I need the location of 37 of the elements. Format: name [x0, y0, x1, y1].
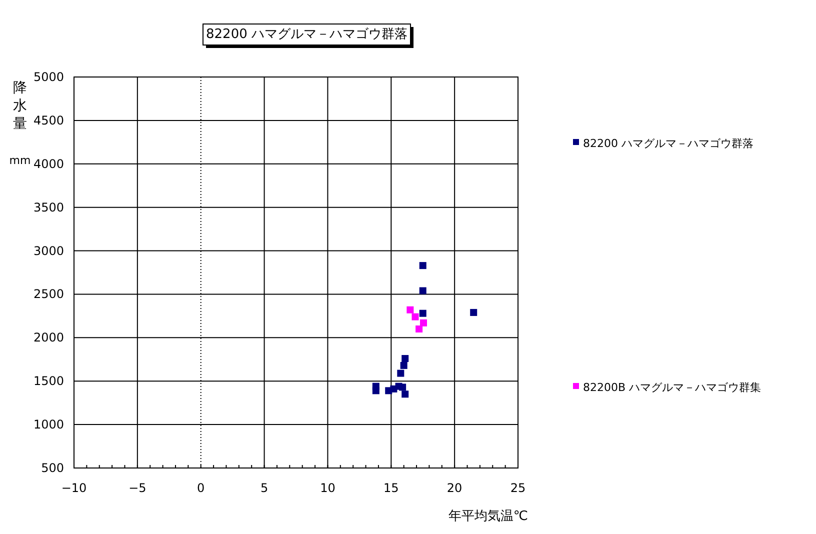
- x-tick-label: −5: [128, 481, 146, 495]
- y-tick-label: 3500: [33, 200, 64, 214]
- point: [402, 355, 409, 362]
- point: [420, 319, 427, 326]
- legend-label: 82200 ハマグルマ－ハマゴウ群落: [583, 137, 754, 150]
- x-tick-label: 0: [197, 481, 205, 495]
- x-tick-label: 20: [446, 481, 462, 495]
- point: [400, 362, 408, 369]
- y-tick-label: 1000: [33, 418, 64, 432]
- x-tick-label: −10: [61, 481, 87, 495]
- y-tick-label: 4000: [33, 156, 64, 171]
- y-tick-label: 5000: [33, 70, 64, 84]
- x-tick-label: 5: [260, 481, 268, 495]
- y-tick-label: 2000: [33, 330, 64, 345]
- point: [372, 387, 380, 394]
- legend-label: 82200B ハマグルマ－ハマゴウ群集: [583, 381, 762, 394]
- point: [399, 384, 406, 391]
- point: [402, 390, 409, 398]
- point: [406, 306, 414, 314]
- point: [416, 325, 423, 332]
- y-tick-label: 4500: [33, 113, 64, 128]
- y-tick-label: 2500: [33, 287, 64, 302]
- point: [419, 310, 426, 317]
- y-tick-label: 500: [41, 461, 64, 475]
- y-tick-label: 1500: [33, 374, 64, 388]
- x-axis-title: 年平均気温℃: [448, 509, 528, 524]
- x-tick-label: 15: [384, 481, 399, 495]
- x-tick-label: 25: [510, 481, 526, 495]
- x-tick-label: 10: [320, 481, 336, 495]
- point: [470, 308, 478, 316]
- point: [412, 313, 419, 320]
- point: [397, 370, 404, 377]
- chart-title: 82200 ハマグルマ－ハマゴウ群落: [206, 27, 408, 42]
- point: [419, 262, 426, 270]
- y-tick-label: 3000: [33, 244, 64, 258]
- point: [419, 287, 426, 294]
- text: 降水量 mm: [9, 80, 31, 167]
